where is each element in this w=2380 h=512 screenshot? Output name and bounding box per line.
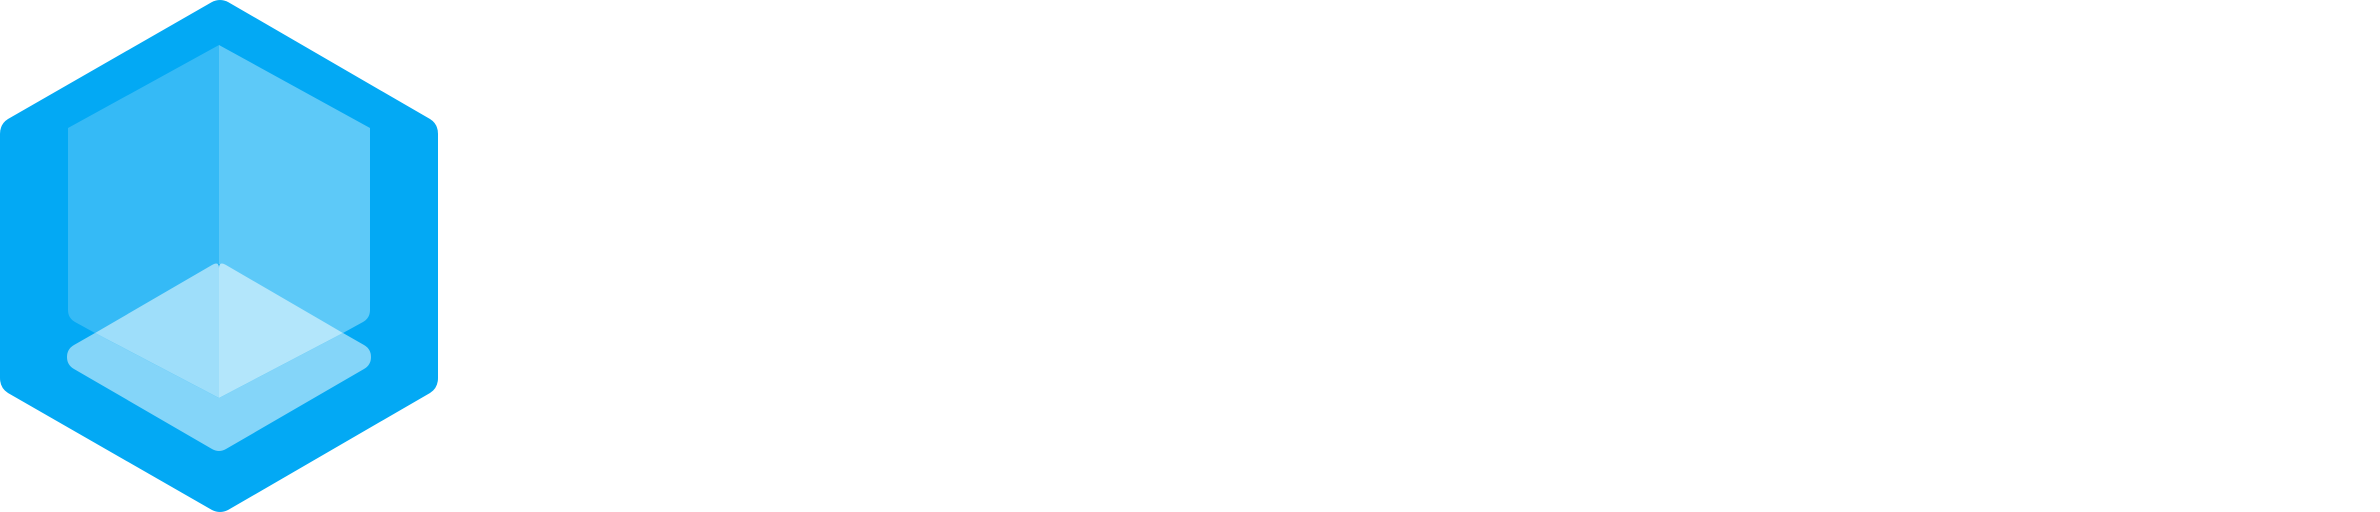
- bottom-band-shape: [67, 333, 371, 451]
- hexagonal-cube-logo-icon: [0, 0, 440, 512]
- bottom-left-facet-shape: [95, 263, 219, 398]
- left-face-shape: [68, 45, 219, 333]
- bottom-right-facet-shape: [219, 263, 343, 398]
- right-face-shape: [219, 45, 370, 333]
- blank-background-area: [440, 0, 2380, 512]
